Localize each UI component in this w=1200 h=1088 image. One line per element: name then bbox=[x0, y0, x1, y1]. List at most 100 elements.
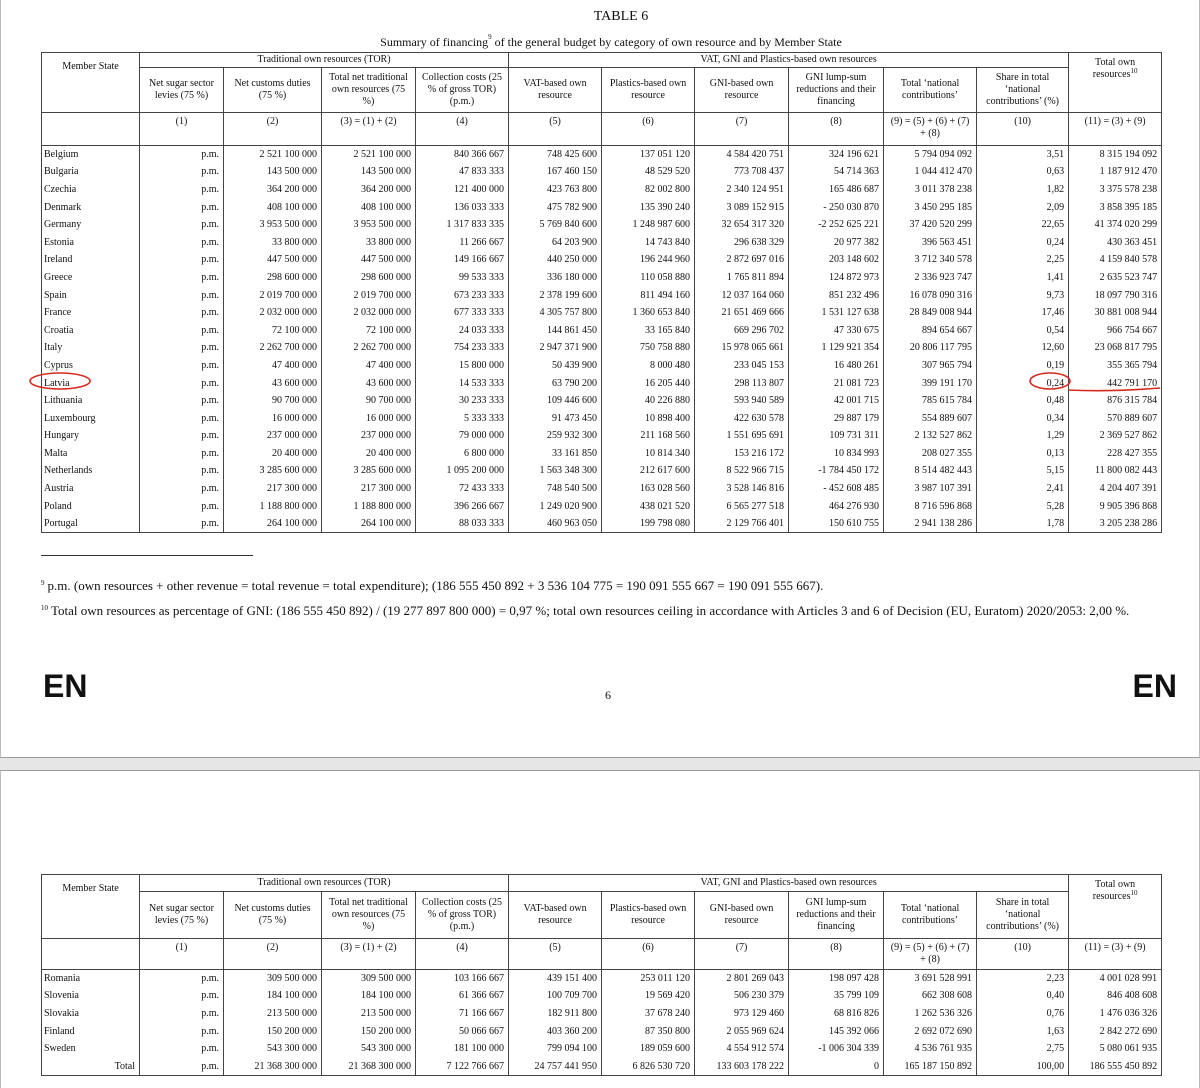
cell: 0,13 bbox=[976, 444, 1070, 463]
member-state: Lithuania bbox=[41, 391, 140, 410]
cell: 20 806 117 795 bbox=[883, 339, 978, 357]
data-row: Cyprus p.m. 47 400 000 47 400 000 15 800 000… bbox=[41, 356, 1163, 375]
cell: -1 784 450 172 bbox=[788, 462, 885, 480]
cell: p.m. bbox=[139, 180, 224, 199]
cell: 403 360 200 bbox=[508, 1022, 603, 1040]
cell: 2 521 100 000 bbox=[321, 145, 416, 164]
cell: 324 196 621 bbox=[788, 145, 885, 164]
column-header: Total ‘national contributions’ bbox=[883, 891, 978, 939]
cell: p.m. bbox=[139, 1004, 224, 1023]
cell: 37 678 240 bbox=[601, 1004, 696, 1023]
cell: 20 400 000 bbox=[223, 444, 322, 463]
cell: 100,00 bbox=[976, 1057, 1070, 1076]
cell: 30 881 008 944 bbox=[1068, 303, 1163, 322]
footnote: 9 p.m. (own resources + other revenue = t… bbox=[41, 577, 1151, 594]
cell: 71 166 667 bbox=[414, 1004, 510, 1023]
member-state: Malta bbox=[41, 444, 140, 463]
column-number: (9) = (5) + (6) + (7) + (8) bbox=[883, 938, 978, 970]
cell: 198 097 428 bbox=[788, 969, 885, 988]
cell: 1 563 348 300 bbox=[508, 462, 603, 480]
column-header: Total own resources10 bbox=[1068, 874, 1163, 939]
column-number: (6) bbox=[601, 938, 696, 970]
cell: 3 011 378 238 bbox=[883, 180, 978, 199]
cell: 1 531 127 638 bbox=[788, 303, 885, 322]
cell: 63 790 200 bbox=[508, 374, 603, 392]
footnote-text: p.m. (own resources + other revenue = to… bbox=[47, 578, 824, 593]
footnote-ref: 10 bbox=[1130, 889, 1138, 897]
column-number: (2) bbox=[223, 112, 322, 146]
cell: 167 460 150 bbox=[508, 163, 603, 181]
cell: 9,73 bbox=[976, 286, 1070, 304]
column-number: (3) = (1) + (2) bbox=[321, 938, 416, 970]
cell: p.m. bbox=[139, 1057, 224, 1076]
cell: 87 350 800 bbox=[601, 1022, 696, 1040]
cell: 0,19 bbox=[976, 356, 1070, 375]
total-row: Total p.m. 21 368 300 000 21 368 300 000 7 1… bbox=[41, 1057, 1163, 1076]
cell: 3 953 500 000 bbox=[321, 215, 416, 234]
cell: 10 898 400 bbox=[601, 409, 696, 427]
cell: 543 300 000 bbox=[321, 1039, 416, 1058]
cell: 1 249 020 900 bbox=[508, 497, 603, 515]
cell: 973 129 460 bbox=[694, 1004, 790, 1023]
column-number: (11) = (3) + (9) bbox=[1068, 112, 1163, 146]
cell: 1 187 912 470 bbox=[1068, 163, 1163, 181]
cell: 0,48 bbox=[976, 391, 1070, 410]
column-number: (10) bbox=[976, 938, 1070, 970]
cell: 2 019 700 000 bbox=[321, 286, 416, 304]
data-row: Germany p.m. 3 953 500 000 3 953 500 000 1 3… bbox=[41, 215, 1163, 234]
member-state: Hungary bbox=[41, 427, 140, 445]
column-header: Total net traditional own resources (75 … bbox=[321, 891, 416, 939]
cell: 90 700 000 bbox=[223, 391, 322, 410]
cell: 15 978 065 661 bbox=[694, 339, 790, 357]
cell: 1,78 bbox=[976, 514, 1070, 533]
cell: 6 826 530 720 bbox=[601, 1057, 696, 1076]
data-row: Slovakia p.m. 213 500 000 213 500 000 71 166… bbox=[41, 1004, 1163, 1023]
cell: 133 603 178 222 bbox=[694, 1057, 790, 1076]
data-row: Luxembourg p.m. 16 000 000 16 000 000 5 333 … bbox=[41, 409, 1163, 427]
column-number: (11) = (3) + (9) bbox=[1068, 938, 1163, 970]
cell: 8 315 194 092 bbox=[1068, 145, 1163, 164]
cell: 88 033 333 bbox=[414, 514, 510, 533]
cell: 4 204 407 391 bbox=[1068, 479, 1163, 498]
cell: 217 300 000 bbox=[223, 479, 322, 498]
cell: 237 000 000 bbox=[321, 427, 416, 445]
cell: 30 233 333 bbox=[414, 391, 510, 410]
cell: 5,28 bbox=[976, 497, 1070, 515]
subtitle-text: Summary of financing bbox=[380, 35, 489, 49]
cell: 593 940 589 bbox=[694, 391, 790, 410]
column-number: (1) bbox=[139, 938, 224, 970]
cell: 163 028 560 bbox=[601, 479, 696, 498]
cell: 124 872 973 bbox=[788, 268, 885, 287]
cell: 876 315 784 bbox=[1068, 391, 1163, 410]
table-subtitle: Summary of financing9 of the general budg… bbox=[301, 33, 921, 50]
cell: 2 941 138 286 bbox=[883, 514, 978, 533]
cell: 1,29 bbox=[976, 427, 1070, 445]
cell: 2 872 697 016 bbox=[694, 251, 790, 269]
data-row: Hungary p.m. 237 000 000 237 000 000 79 000 … bbox=[41, 427, 1163, 445]
cell: 408 100 000 bbox=[321, 198, 416, 216]
cell: 1 095 200 000 bbox=[414, 462, 510, 480]
cell: 5 769 840 600 bbox=[508, 215, 603, 234]
cell: 460 963 050 bbox=[508, 514, 603, 533]
cell: 399 191 170 bbox=[883, 374, 978, 392]
table-title: TABLE 6 bbox=[593, 9, 649, 24]
cell: 2 262 700 000 bbox=[223, 339, 322, 357]
cell: 50 066 667 bbox=[414, 1022, 510, 1040]
cell: p.m. bbox=[139, 198, 224, 216]
cell: 1 476 036 326 bbox=[1068, 1004, 1163, 1023]
column-number: (5) bbox=[508, 112, 603, 146]
group-header: Traditional own resources (TOR) bbox=[138, 874, 510, 892]
cell: 11 266 667 bbox=[414, 233, 510, 252]
member-state: Portugal bbox=[41, 514, 140, 533]
cell: 4 584 420 751 bbox=[694, 145, 790, 164]
cell: 137 051 120 bbox=[601, 145, 696, 164]
group-header: VAT, GNI and Plastics-based own resource… bbox=[508, 874, 1070, 892]
cell: - 452 608 485 bbox=[788, 479, 885, 498]
data-row: Malta p.m. 20 400 000 20 400 000 6 800 000 33… bbox=[41, 444, 1163, 463]
cell: 99 533 333 bbox=[414, 268, 510, 287]
cell: 1,82 bbox=[976, 180, 1070, 199]
cell: 750 758 880 bbox=[601, 339, 696, 357]
cell: 40 226 880 bbox=[601, 391, 696, 410]
cell: 4 001 028 991 bbox=[1068, 969, 1163, 988]
cell: 16 205 440 bbox=[601, 374, 696, 392]
